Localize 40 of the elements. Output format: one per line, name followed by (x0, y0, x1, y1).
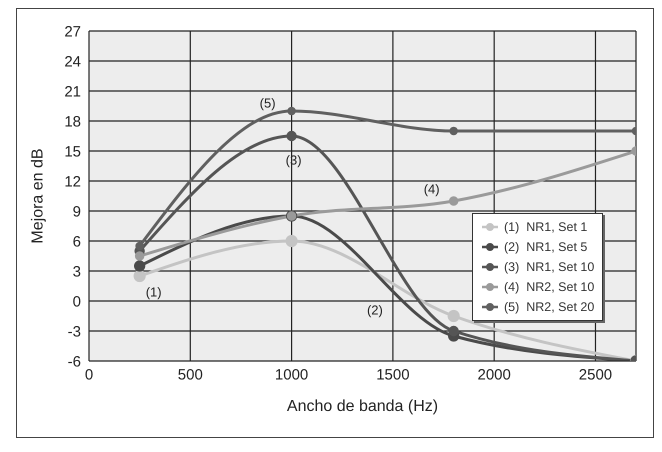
legend-label: (5) NR2, Set 20 (503, 299, 594, 316)
y-tick-label: 15 (64, 143, 81, 160)
y-tick-label: 24 (64, 53, 81, 70)
point (134, 260, 146, 272)
y-tick-label: 3 (72, 263, 81, 280)
annotation: (1) (146, 284, 162, 300)
x-tick-label: 2500 (578, 366, 612, 384)
point (448, 310, 460, 322)
point (448, 326, 459, 336)
point (448, 196, 458, 206)
y-tick-label: -6 (68, 353, 81, 370)
point (134, 251, 144, 261)
x-tick-label: 2000 (478, 366, 511, 384)
legend-label: (1) NR1, Set 1 (503, 219, 588, 236)
x-tick-label: 500 (178, 366, 203, 384)
point (285, 234, 298, 248)
y-tick-label: 0 (72, 293, 81, 310)
annotation: (2) (366, 302, 383, 318)
legend-label: (3) NR1, Set 10 (503, 259, 594, 276)
point (287, 106, 296, 116)
y-tick-label: -3 (68, 323, 81, 340)
point (449, 126, 458, 136)
y-axis-title: Mejora en dB (30, 148, 47, 244)
y-tick-label: 21 (64, 83, 81, 100)
legend-label: (2) NR1, Set 5 (503, 239, 588, 256)
y-tick-label: 9 (72, 203, 81, 220)
annotation: (4) (424, 182, 440, 196)
x-tick-label: 0 (84, 366, 94, 384)
point (134, 270, 146, 282)
x-axis-title: Ancho de banda (Hz) (286, 398, 438, 415)
y-tick-label: 12 (64, 173, 81, 190)
point (135, 242, 144, 250)
y-tick-label: 18 (64, 113, 81, 130)
annotation: (5) (260, 96, 276, 110)
legend-label: (4) NR2, Set 10 (503, 279, 594, 296)
x-tick-label: 1000 (274, 366, 308, 384)
x-tick-label: 1500 (376, 366, 410, 384)
y-tick-label: 27 (64, 23, 81, 40)
y-tick-label: 6 (72, 233, 81, 250)
point (286, 130, 297, 142)
